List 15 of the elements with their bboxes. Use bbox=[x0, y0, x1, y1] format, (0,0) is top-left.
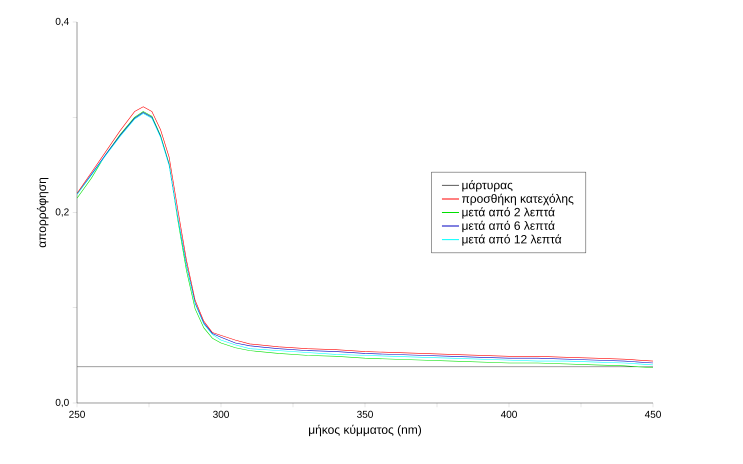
x-tick-label: 450 bbox=[644, 410, 661, 418]
y-tick-label: 0,0 bbox=[56, 398, 69, 408]
legend-label: μετά από 2 λεπτά bbox=[462, 207, 555, 219]
legend-label: μάρτυρας bbox=[462, 180, 513, 192]
y-tick-label: 0,2 bbox=[56, 208, 69, 217]
x-tick-label: 400 bbox=[500, 410, 517, 418]
legend-label: μετά από 6 λεπτά bbox=[462, 220, 555, 232]
x-tick-label: 250 bbox=[69, 410, 85, 418]
x-tick-label: 350 bbox=[357, 410, 373, 418]
x-tick-label: 300 bbox=[213, 410, 229, 418]
x-axis-title: μήκος κύμματος (nm) bbox=[309, 424, 422, 436]
y-tick-label: 0,4 bbox=[56, 18, 69, 26]
y-axis-title: απορρόφηση bbox=[36, 178, 48, 248]
legend-label: μετά από 12 λεπτά bbox=[462, 234, 562, 246]
legend-label: προσθήκη κατεχόλης bbox=[462, 194, 574, 206]
